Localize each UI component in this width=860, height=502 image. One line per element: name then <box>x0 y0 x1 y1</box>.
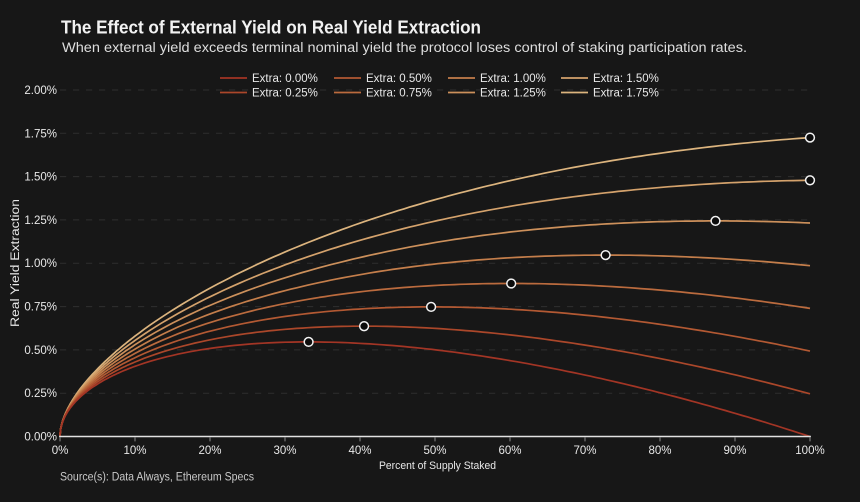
svg-text:30%: 30% <box>273 445 296 457</box>
svg-text:Extra: 1.50%: Extra: 1.50% <box>593 73 659 85</box>
svg-text:40%: 40% <box>348 445 371 457</box>
svg-text:20%: 20% <box>198 445 221 457</box>
svg-text:Extra: 0.00%: Extra: 0.00% <box>252 73 318 85</box>
svg-text:The Effect of External Yield o: The Effect of External Yield on Real Yie… <box>61 18 481 38</box>
svg-text:0.25%: 0.25% <box>24 388 57 400</box>
svg-text:Extra: 0.25%: Extra: 0.25% <box>252 88 318 100</box>
svg-text:Extra: 1.25%: Extra: 1.25% <box>480 88 546 100</box>
svg-text:0%: 0% <box>52 445 69 457</box>
svg-text:1.50%: 1.50% <box>24 172 57 184</box>
svg-text:0.75%: 0.75% <box>24 302 57 314</box>
svg-text:Extra: 0.50%: Extra: 0.50% <box>366 73 432 85</box>
svg-text:1.75%: 1.75% <box>24 128 57 140</box>
svg-text:100%: 100% <box>795 445 824 457</box>
svg-text:80%: 80% <box>648 445 671 457</box>
svg-text:Extra: 1.00%: Extra: 1.00% <box>480 73 546 85</box>
svg-text:60%: 60% <box>498 445 521 457</box>
svg-text:1.25%: 1.25% <box>24 215 57 227</box>
svg-text:0.00%: 0.00% <box>24 432 57 444</box>
svg-text:Source(s): Data Always, Ethere: Source(s): Data Always, Ethereum Specs <box>60 470 254 484</box>
svg-text:2.00%: 2.00% <box>24 85 57 97</box>
svg-text:1.00%: 1.00% <box>24 258 57 270</box>
svg-text:When external yield exceeds te: When external yield exceeds terminal nom… <box>62 40 747 55</box>
svg-text:Percent of Supply Staked: Percent of Supply Staked <box>379 460 496 472</box>
svg-text:Extra: 1.75%: Extra: 1.75% <box>593 88 659 100</box>
svg-text:50%: 50% <box>423 445 446 457</box>
svg-text:70%: 70% <box>573 445 596 457</box>
svg-text:0.50%: 0.50% <box>24 345 57 357</box>
svg-text:Real Yield Extraction: Real Yield Extraction <box>10 199 22 327</box>
svg-text:10%: 10% <box>123 445 146 457</box>
svg-text:Extra: 0.75%: Extra: 0.75% <box>366 88 432 100</box>
svg-text:90%: 90% <box>723 445 746 457</box>
